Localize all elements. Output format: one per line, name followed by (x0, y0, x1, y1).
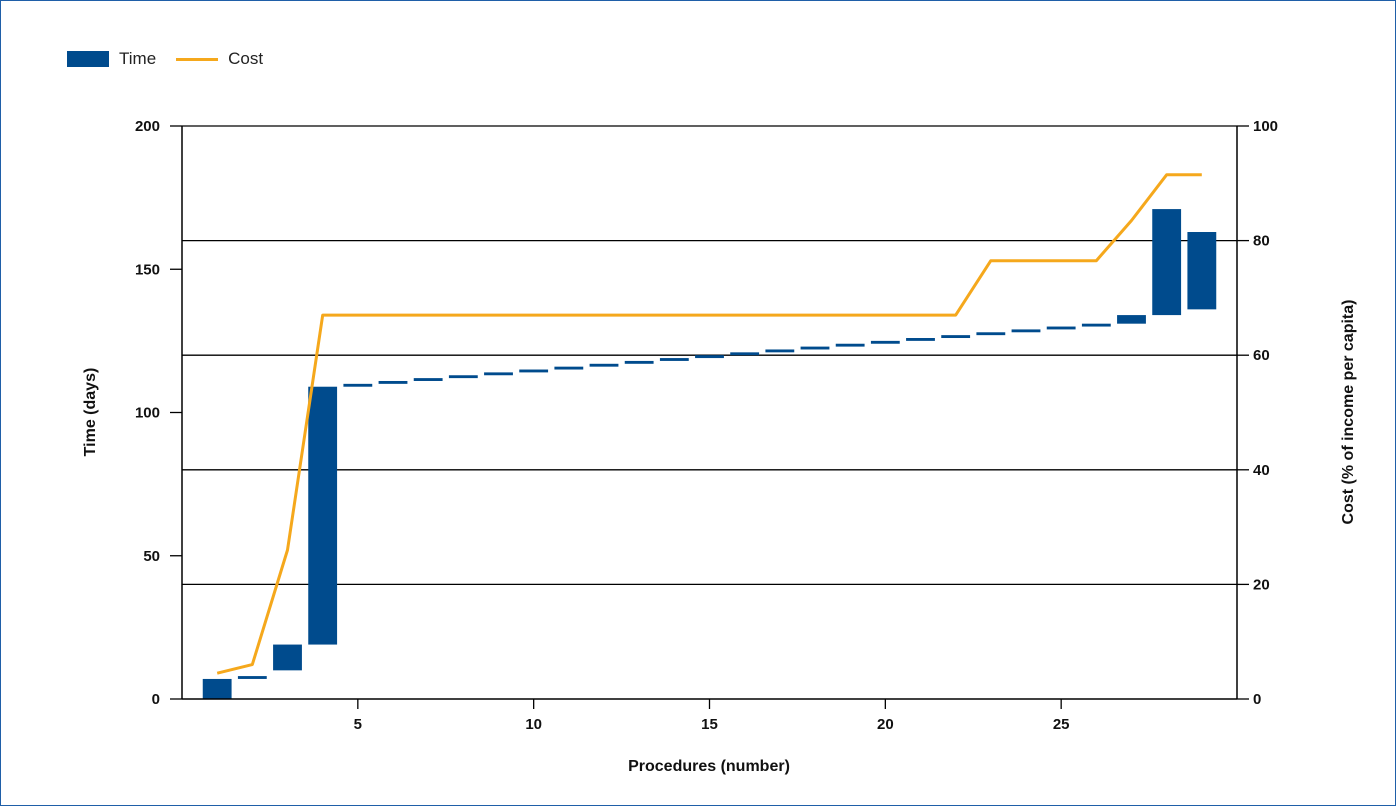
legend-swatch-cost (176, 57, 219, 61)
y-axis-title: Time (days) (82, 368, 99, 457)
time-bar (941, 335, 971, 339)
time-bar (765, 349, 795, 353)
time-bar (835, 343, 865, 347)
y2-tick-label: 20 (1253, 576, 1270, 593)
cost-line (216, 173, 1202, 675)
time-bar (659, 358, 689, 361)
time-bar (1011, 329, 1041, 333)
legend-item-cost: Cost (176, 49, 263, 69)
y2-tick-label: 60 (1253, 347, 1270, 364)
time-bar (554, 366, 584, 370)
time-bar (624, 360, 654, 364)
time-bar (413, 378, 443, 381)
time-bar (1152, 209, 1182, 316)
legend-label-cost: Cost (228, 49, 264, 68)
x-tick-label: 15 (701, 716, 718, 733)
time-bar (202, 678, 232, 699)
time-bar (237, 676, 267, 679)
time-bar (589, 363, 619, 367)
chart-legend: Time Cost (67, 49, 283, 69)
time-bar (870, 340, 900, 344)
time-bar (976, 332, 1006, 336)
x-axis-title: Procedures (number) (628, 758, 790, 775)
time-bar (1046, 326, 1076, 330)
x-tick-label: 10 (525, 716, 542, 733)
time-bar (484, 372, 513, 376)
time-bar (1187, 232, 1217, 310)
time-bar (800, 346, 830, 350)
y2-axis-title: Cost (% of income per capita) (1340, 300, 1357, 525)
time-bar (730, 352, 760, 356)
y-tick-label: 100 (135, 405, 160, 422)
x-tick-label: 20 (877, 716, 894, 733)
y-tick-label: 0 (152, 691, 160, 708)
x-tick-label: 25 (1053, 716, 1070, 733)
legend-item-time: Time (67, 49, 156, 69)
y2-tick-label: 100 (1253, 118, 1278, 135)
time-bar (448, 375, 478, 379)
time-bar (695, 355, 724, 359)
y-tick-label: 50 (143, 548, 160, 565)
legend-swatch-time (67, 51, 109, 67)
y2-tick-label: 80 (1253, 233, 1270, 250)
time-bar (519, 369, 549, 373)
time-bar (343, 383, 373, 387)
time-bar (273, 644, 302, 671)
y2-tick-label: 40 (1253, 462, 1270, 479)
time-bar (906, 338, 935, 341)
y2-tick-label: 0 (1253, 691, 1261, 708)
time-bar (1081, 323, 1111, 327)
time-bar (378, 380, 408, 384)
time-bar (308, 386, 338, 645)
x-tick-label: 5 (354, 716, 362, 733)
y-tick-label: 150 (135, 261, 160, 278)
time-bar (1117, 315, 1146, 324)
y-tick-label: 200 (135, 118, 160, 135)
legend-label-time: Time (119, 49, 157, 68)
